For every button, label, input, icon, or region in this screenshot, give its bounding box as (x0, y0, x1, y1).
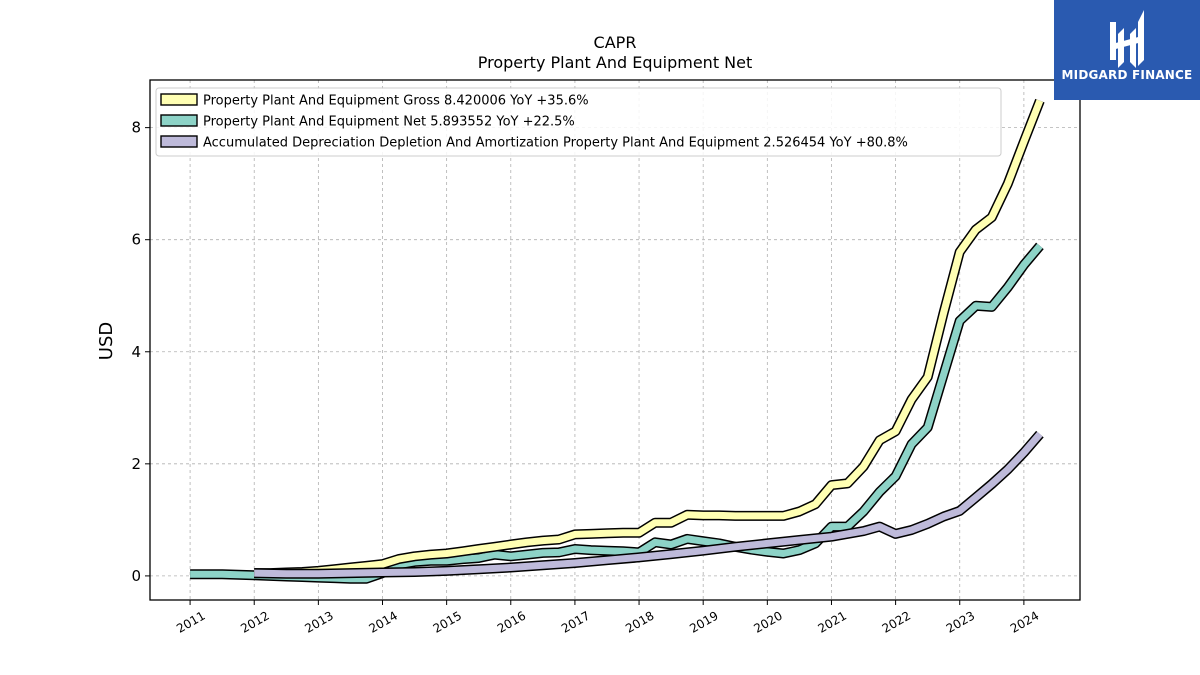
midgard-logo-icon (1110, 10, 1144, 68)
x-tick-label: 2014 (367, 608, 400, 635)
x-tick-label: 2018 (623, 608, 656, 635)
x-tick-label: 2021 (816, 608, 849, 635)
y-tick-label: 6 (131, 231, 141, 249)
series-line-outline-gross (254, 98, 1045, 579)
watermark-logo: MIDGARD FINANCE (1054, 0, 1200, 100)
y-tick-label: 8 (131, 119, 141, 137)
legend-swatch-gross (160, 93, 198, 106)
x-tick-label: 2015 (431, 608, 464, 635)
x-tick-label: 2017 (559, 608, 592, 635)
chart-title: CAPR (594, 33, 637, 52)
legend: Property Plant And Equipment Gross 8.420… (155, 87, 1002, 157)
x-tick-label: 2020 (751, 608, 784, 635)
series-layer (190, 98, 1045, 584)
y-tick-label: 4 (131, 343, 141, 361)
y-tick-label: 2 (131, 455, 141, 473)
plot-area-frame (149, 79, 1081, 601)
y-axis-label: USD (96, 322, 117, 360)
x-tick-label: 2013 (302, 608, 335, 635)
x-tick-label: 2024 (1008, 608, 1041, 635)
x-tick-label: 2012 (238, 608, 271, 635)
x-tick-label: 2022 (880, 608, 913, 635)
x-tick-label: 2019 (687, 608, 720, 635)
watermark-text: MIDGARD FINANCE (1061, 68, 1193, 82)
legend-label-depreciation: Accumulated Depreciation Depletion And A… (203, 136, 908, 151)
x-tick-label: 2023 (944, 608, 977, 635)
legend-swatch-net (160, 114, 198, 127)
x-tick-label: 2016 (495, 608, 528, 635)
series-line-outline-depreciation (254, 430, 1044, 579)
legend-swatch-depreciation (160, 135, 198, 148)
legend-label-gross: Property Plant And Equipment Gross 8.420… (203, 94, 589, 109)
legend-label-net: Property Plant And Equipment Net 5.89355… (203, 115, 575, 130)
y-tick-label: 0 (131, 567, 141, 585)
series-line-gross (254, 99, 1044, 577)
chart-subtitle: Property Plant And Equipment Net (478, 53, 753, 72)
x-tick-label: 2011 (174, 608, 207, 635)
series-line-depreciation (254, 431, 1043, 578)
legend-frame (155, 87, 1002, 157)
